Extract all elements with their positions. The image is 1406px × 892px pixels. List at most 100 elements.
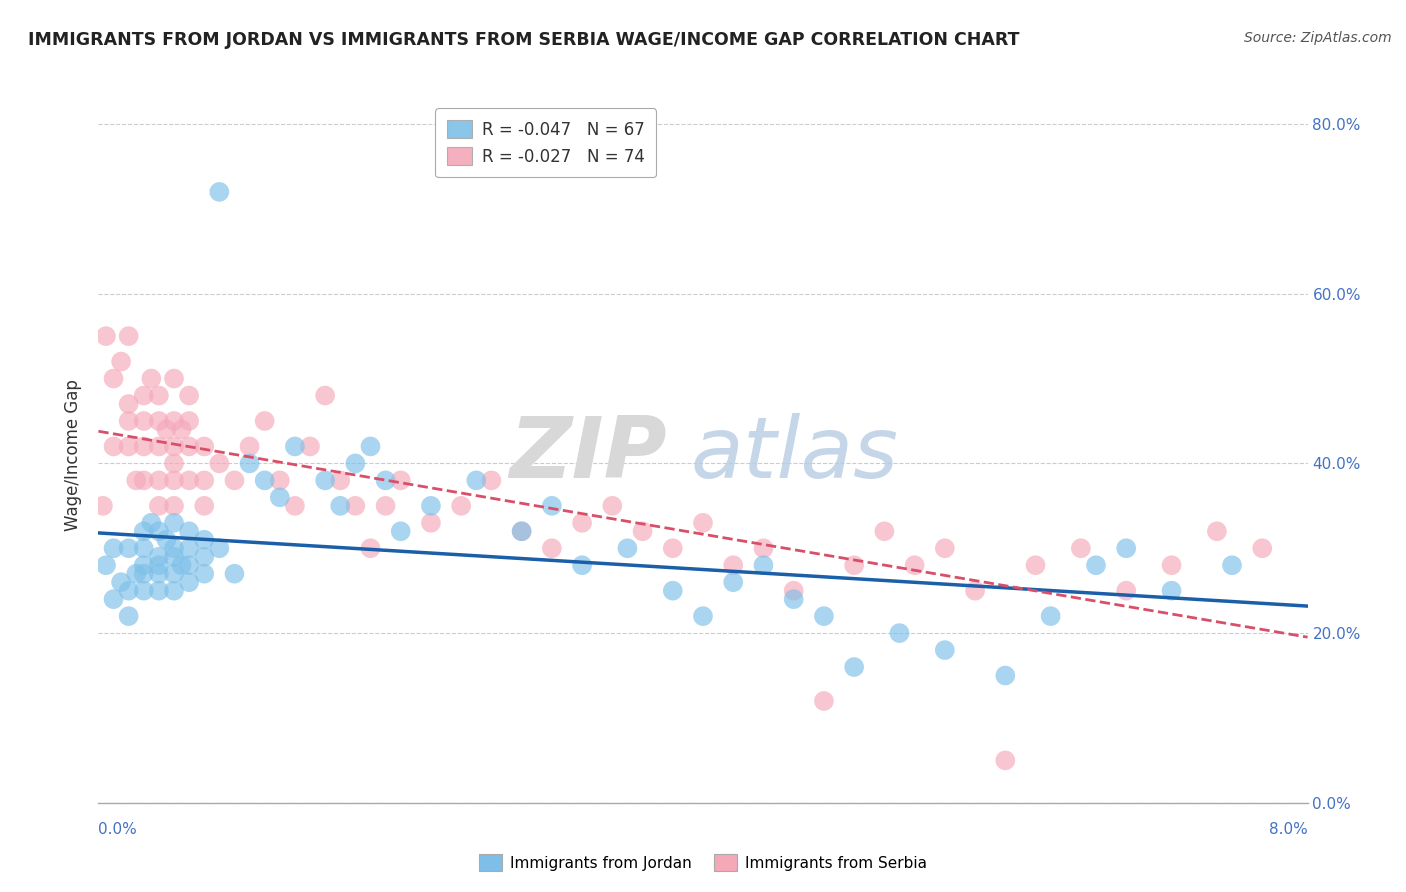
Point [284, 439, 307, 453]
Point [692, 609, 714, 624]
Point [94, 329, 117, 343]
Point [510, 524, 533, 539]
Point [662, 541, 685, 556]
Point [193, 533, 215, 547]
Point [193, 549, 215, 564]
Point [179, 575, 201, 590]
Point [179, 541, 201, 556]
Point [752, 558, 775, 573]
Point [163, 371, 186, 385]
Point [723, 575, 745, 590]
Point [193, 499, 215, 513]
Point [1160, 583, 1182, 598]
Point [170, 422, 193, 436]
Point [374, 474, 396, 488]
Point [148, 388, 170, 402]
Point [873, 524, 896, 539]
Point [118, 329, 141, 343]
Point [163, 474, 186, 488]
Point [269, 474, 291, 488]
Point [132, 414, 155, 428]
Point [1220, 558, 1243, 573]
Point [179, 474, 201, 488]
Point [110, 575, 132, 590]
Point [1160, 558, 1182, 573]
Point [360, 541, 382, 556]
Point [148, 549, 170, 564]
Point [103, 541, 125, 556]
Point [148, 583, 170, 598]
Point [132, 388, 155, 402]
Point [420, 516, 443, 530]
Point [163, 541, 186, 556]
Point [1039, 609, 1062, 624]
Point [163, 439, 186, 453]
Text: 8.0%: 8.0% [1268, 822, 1308, 837]
Point [389, 524, 412, 539]
Point [329, 499, 352, 513]
Point [163, 516, 186, 530]
Point [208, 541, 231, 556]
Point [783, 592, 806, 607]
Point [141, 371, 163, 385]
Y-axis label: Wage/Income Gap: Wage/Income Gap [65, 379, 83, 531]
Point [602, 499, 624, 513]
Point [374, 499, 396, 513]
Point [284, 499, 307, 513]
Point [148, 414, 170, 428]
Point [783, 583, 806, 598]
Point [141, 516, 163, 530]
Point [571, 558, 593, 573]
Point [163, 499, 186, 513]
Point [269, 491, 291, 505]
Point [155, 422, 177, 436]
Point [344, 499, 367, 513]
Point [844, 558, 866, 573]
Point [193, 474, 215, 488]
Point [163, 457, 186, 471]
Point [148, 524, 170, 539]
Point [299, 439, 322, 453]
Point [118, 583, 141, 598]
Point [148, 439, 170, 453]
Point [450, 499, 472, 513]
Point [193, 439, 215, 453]
Point [132, 583, 155, 598]
Point [179, 524, 201, 539]
Point [103, 592, 125, 607]
Point [118, 397, 141, 411]
Point [118, 439, 141, 453]
Point [571, 516, 593, 530]
Point [170, 558, 193, 573]
Point [994, 668, 1017, 682]
Point [1251, 541, 1274, 556]
Text: 0.0%: 0.0% [98, 822, 138, 837]
Point [329, 474, 352, 488]
Point [813, 694, 835, 708]
Point [631, 524, 654, 539]
Point [344, 457, 367, 471]
Point [360, 439, 382, 453]
Point [965, 583, 987, 598]
Text: ZIP: ZIP [509, 413, 666, 497]
Point [125, 566, 148, 581]
Point [208, 457, 231, 471]
Point [1085, 558, 1108, 573]
Point [132, 439, 155, 453]
Point [239, 457, 262, 471]
Point [132, 558, 155, 573]
Point [752, 541, 775, 556]
Point [541, 499, 564, 513]
Point [541, 541, 564, 556]
Point [253, 414, 276, 428]
Point [103, 371, 125, 385]
Point [118, 414, 141, 428]
Point [193, 566, 215, 581]
Point [91, 499, 114, 513]
Point [179, 439, 201, 453]
Point [125, 474, 148, 488]
Point [148, 499, 170, 513]
Point [132, 566, 155, 581]
Text: atlas: atlas [690, 413, 898, 497]
Text: Source: ZipAtlas.com: Source: ZipAtlas.com [1244, 31, 1392, 45]
